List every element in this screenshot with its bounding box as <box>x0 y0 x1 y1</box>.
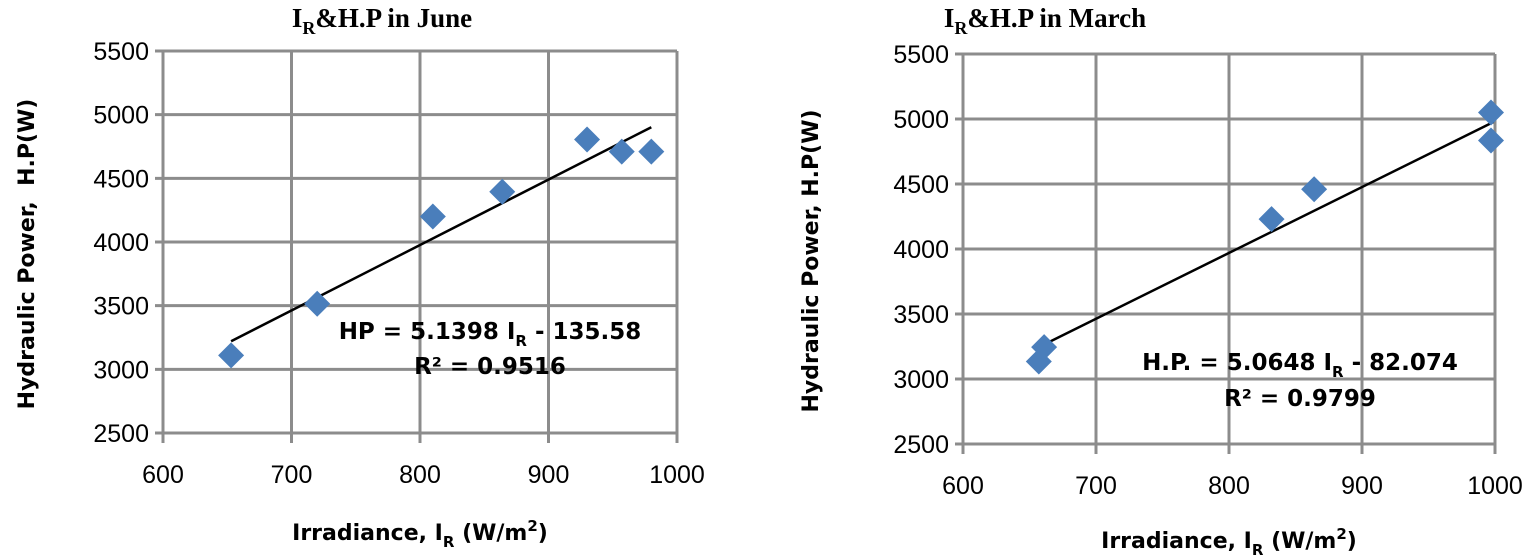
trendline <box>1038 120 1495 349</box>
diamond-marker <box>1031 334 1058 361</box>
diamond-marker <box>1301 176 1328 203</box>
y-axis-label: Hydraulic Power, H.P(W) <box>15 99 40 410</box>
diamond-marker <box>218 342 245 369</box>
diamond-marker <box>304 290 331 317</box>
diamond-marker <box>608 138 635 165</box>
y-tick-label: 5500 <box>893 41 949 69</box>
y-axis-ticks: 2500 3000 3500 4000 4500 5000 5500 <box>93 38 149 448</box>
y-tick-label: 4500 <box>93 165 149 193</box>
x-tick-label: 700 <box>271 461 313 489</box>
x-tick-label: 700 <box>1075 472 1117 500</box>
diamond-marker <box>419 203 446 230</box>
y-tick-label: 4500 <box>893 171 949 199</box>
x-tick-label: 900 <box>528 461 570 489</box>
trendline-equation: HP = 5.1398 IR - 135.58 <box>339 319 642 350</box>
y-tick-label: 3000 <box>893 366 949 394</box>
y-tick-label: 3500 <box>93 293 149 321</box>
data-points <box>218 126 665 369</box>
y-axis-label: Hydraulic Power, H.P(W) <box>799 109 824 412</box>
x-tick-label: 800 <box>399 461 441 489</box>
x-axis-label: Irradiance, IR (W/m2) <box>292 517 548 551</box>
r-squared-label: R² = 0.9516 <box>414 354 566 380</box>
x-axis-ticks: 600 700 800 900 1000 <box>942 472 1523 500</box>
trendline-equation: H.P. = 5.0648 IR - 82.074 <box>1142 350 1458 381</box>
gridlines <box>955 52 1497 454</box>
diamond-marker <box>489 178 516 205</box>
x-tick-label: 600 <box>942 472 984 500</box>
x-tick-label: 600 <box>142 461 184 489</box>
data-points <box>1025 99 1505 375</box>
y-tick-label: 2500 <box>893 431 949 459</box>
diamond-marker <box>638 138 665 165</box>
y-axis-ticks: 2500 3000 3500 4000 4500 5000 5500 <box>893 41 949 459</box>
y-tick-label: 2500 <box>93 420 149 448</box>
x-tick-label: 900 <box>1341 472 1383 500</box>
gridlines <box>155 49 679 443</box>
y-tick-label: 3500 <box>893 301 949 329</box>
y-tick-label: 3000 <box>93 356 149 384</box>
y-tick-label: 5500 <box>93 38 149 66</box>
chart-title: IR&H.P in June <box>292 3 472 38</box>
x-tick-label: 1000 <box>649 461 705 489</box>
chart-june: IR&H.P in June 2500 3000 3500 4000 4500 5000 55… <box>15 3 705 551</box>
chart-title: IR&H.P in March <box>944 3 1146 38</box>
chart-march: IR&H.P in March 2500 3000 3500 4000 4500 5000 5… <box>799 3 1523 559</box>
y-tick-label: 4000 <box>93 229 149 257</box>
y-tick-label: 5000 <box>93 102 149 130</box>
y-tick-label: 5000 <box>893 106 949 134</box>
diamond-marker <box>1478 127 1505 154</box>
x-axis-label: Irradiance, IR (W/m2) <box>1101 525 1357 559</box>
x-tick-label: 1000 <box>1467 472 1523 500</box>
x-axis-ticks: 600 700 800 900 1000 <box>142 461 705 489</box>
diamond-marker <box>1478 99 1505 126</box>
x-tick-label: 800 <box>1208 472 1250 500</box>
trendline <box>230 126 652 343</box>
r-squared-label: R² = 0.9799 <box>1224 386 1376 412</box>
diamond-marker <box>1258 206 1285 233</box>
y-tick-label: 4000 <box>893 236 949 264</box>
diamond-marker <box>574 126 601 153</box>
